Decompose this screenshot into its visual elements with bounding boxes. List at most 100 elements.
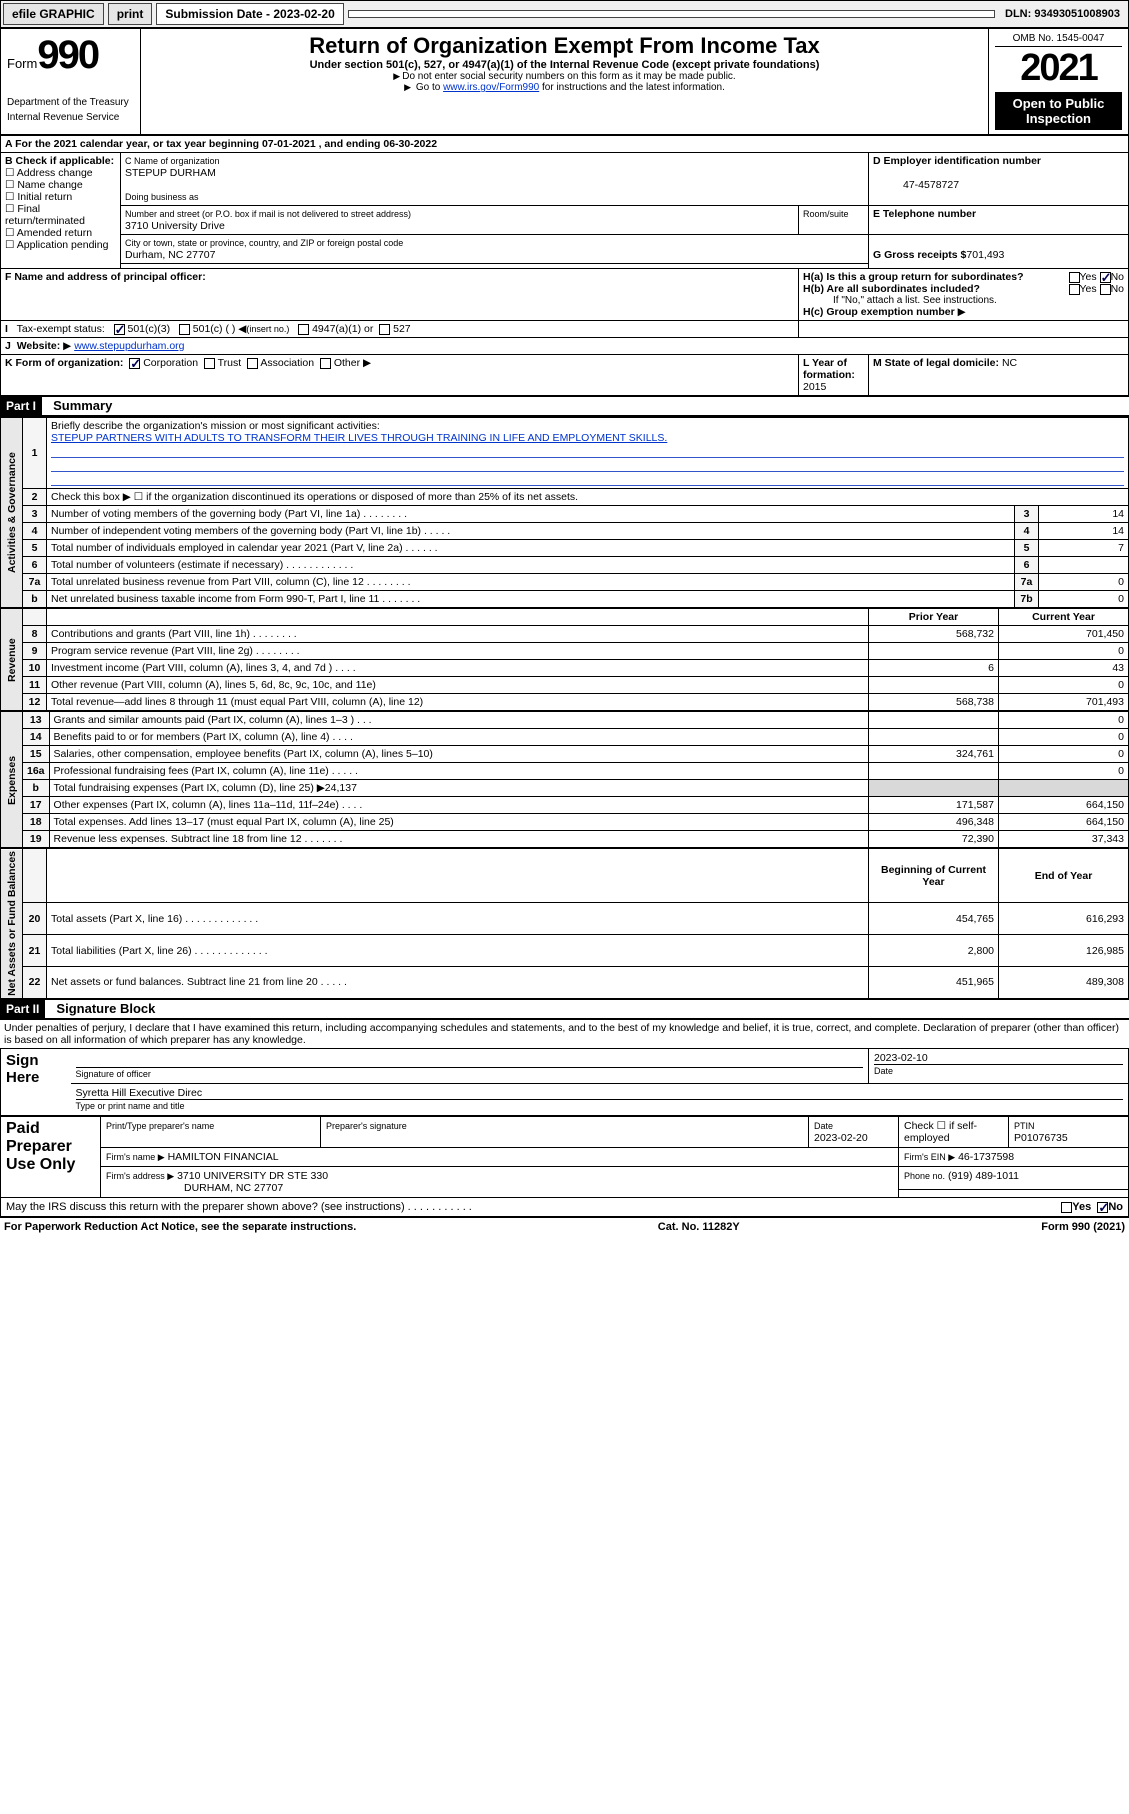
501c3-checkbox[interactable]	[114, 324, 125, 335]
section-a: A For the 2021 calendar year, or tax yea…	[0, 135, 1129, 396]
tax-year: 2021	[995, 47, 1122, 90]
opt-name-change[interactable]: ☐ Name change	[5, 179, 116, 191]
m-state-value: NC	[1002, 357, 1017, 369]
ha-no-checkbox[interactable]	[1100, 272, 1111, 283]
row-19: 19Revenue less expenses. Subtract line 1…	[1, 831, 1129, 848]
form-header: Form990 Department of the Treasury Inter…	[0, 28, 1129, 135]
phone-label: E Telephone number	[873, 208, 976, 220]
paid-preparer-label: Paid Preparer Use Only	[1, 1116, 101, 1197]
527-checkbox[interactable]	[379, 324, 390, 335]
row-9: 9Program service revenue (Part VIII, lin…	[1, 643, 1129, 660]
org-name: STEPUP DURHAM	[125, 167, 216, 179]
k-corp-checkbox[interactable]	[129, 358, 140, 369]
firm-addr-label: Firm's address ▶	[106, 1171, 174, 1181]
vlab-expenses: Expenses	[1, 712, 23, 848]
street-label: Number and street (or P.O. box if mail i…	[125, 209, 411, 219]
k-trust-checkbox[interactable]	[204, 358, 215, 369]
f-officer-label: F Name and address of principal officer:	[5, 271, 206, 283]
4947-checkbox[interactable]	[298, 324, 309, 335]
row-4: 4Number of independent voting members of…	[1, 523, 1129, 540]
firm-addr2: DURHAM, NC 27707	[106, 1182, 283, 1194]
sign-here-label: Sign Here	[1, 1048, 71, 1115]
k-form-org-label: K Form of organization:	[5, 357, 123, 369]
website-label: Website:	[17, 340, 61, 352]
row-18: 18Total expenses. Add lines 13–17 (must …	[1, 814, 1129, 831]
part2-title: Signature Block	[48, 1001, 155, 1016]
note-ssn: Do not enter social security numbers on …	[147, 71, 982, 82]
l-year-label: L Year of formation:	[803, 357, 855, 381]
m-state-label: M State of legal domicile:	[873, 357, 999, 369]
row-14: 14Benefits paid to or for members (Part …	[1, 729, 1129, 746]
ptin-value: P01076735	[1014, 1132, 1068, 1144]
discuss-line: May the IRS discuss this return with the…	[0, 1198, 1129, 1217]
firm-ein-label: Firm's EIN ▶	[904, 1152, 955, 1162]
tax-exempt-label: Tax-exempt status:	[17, 323, 105, 335]
open-inspection: Open to Public Inspection	[995, 92, 1122, 130]
form-subtitle: Under section 501(c), 527, or 4947(a)(1)…	[147, 59, 982, 71]
city-label: City or town, state or province, country…	[125, 238, 403, 248]
prep-date: 2023-02-20	[814, 1132, 868, 1144]
row-7b: bNet unrelated business taxable income f…	[1, 591, 1129, 608]
opt-final-return[interactable]: ☐ Final return/terminated	[5, 203, 116, 227]
opt-amended[interactable]: ☐ Amended return	[5, 227, 116, 239]
hb-note: If "No," attach a list. See instructions…	[803, 295, 1124, 306]
gross-receipts-label: G Gross receipts $	[873, 249, 966, 261]
row-16a: 16aProfessional fundraising fees (Part I…	[1, 763, 1129, 780]
sig-date-label: Date	[874, 1066, 893, 1076]
website-link[interactable]: www.stepupdurham.org	[74, 340, 184, 352]
row-5: 5Total number of individuals employed in…	[1, 540, 1129, 557]
prep-name-label: Print/Type preparer's name	[106, 1121, 214, 1131]
omb-number: OMB No. 1545-0047	[995, 33, 1122, 47]
city-value: Durham, NC 27707	[125, 249, 215, 261]
hb-yes-checkbox[interactable]	[1069, 284, 1080, 295]
dba-label: Doing business as	[125, 192, 199, 202]
k-other-checkbox[interactable]	[320, 358, 331, 369]
l-year-value: 2015	[803, 381, 826, 393]
hb-subordinates: H(b) Are all subordinates included? Yes …	[803, 283, 1124, 295]
hb-no-checkbox[interactable]	[1100, 284, 1111, 295]
mission-text[interactable]: STEPUP PARTNERS WITH ADULTS TO TRANSFORM…	[51, 432, 667, 444]
row-15: 15Salaries, other compensation, employee…	[1, 746, 1129, 763]
l1-label: Briefly describe the organization's miss…	[51, 420, 380, 432]
row-7a: 7aTotal unrelated business revenue from …	[1, 574, 1129, 591]
note-link: Go to www.irs.gov/Form990 for instructio…	[147, 82, 982, 93]
officer-name: Syretta Hill Executive Direc	[76, 1087, 203, 1099]
irs-label: Internal Revenue Service	[7, 112, 119, 123]
ptin-label: PTIN	[1014, 1121, 1035, 1131]
sig-officer-label: Signature of officer	[76, 1069, 151, 1079]
col-current: Current Year	[999, 609, 1129, 626]
ha-group-return: H(a) Is this a group return for subordin…	[803, 271, 1124, 283]
firm-ein: 46-1737598	[958, 1151, 1014, 1163]
part1-netassets: Net Assets or Fund Balances Beginning of…	[0, 848, 1129, 999]
self-employed-check[interactable]: Check ☐ if self-employed	[899, 1116, 1009, 1147]
form-label: Form	[7, 56, 37, 71]
instructions-link[interactable]: www.irs.gov/Form990	[443, 82, 539, 93]
discuss-no-checkbox[interactable]	[1097, 1202, 1108, 1213]
room-label: Room/suite	[803, 209, 849, 219]
firm-phone: (919) 489-1011	[948, 1170, 1019, 1182]
submission-date-field: Submission Date - 2023-02-20	[156, 3, 343, 25]
prep-date-label: Date	[814, 1121, 833, 1131]
efile-button[interactable]: efile GRAPHIC	[3, 3, 104, 25]
footer-right: Form 990 (2021)	[1041, 1221, 1125, 1233]
footer-mid: Cat. No. 11282Y	[658, 1221, 740, 1233]
part2-hdr: Part II	[0, 1000, 45, 1018]
row-3: 3Number of voting members of the governi…	[1, 506, 1129, 523]
opt-address-change[interactable]: ☐ Address change	[5, 167, 116, 179]
part1-hdr: Part I	[0, 397, 42, 415]
ha-yes-checkbox[interactable]	[1069, 272, 1080, 283]
opt-application-pending[interactable]: ☐ Application pending	[5, 239, 116, 251]
row-22: 22Net assets or fund balances. Subtract …	[1, 967, 1129, 999]
top-toolbar: efile GRAPHIC print Submission Date - 20…	[0, 0, 1129, 28]
501c-checkbox[interactable]	[179, 324, 190, 335]
spacer-field	[348, 10, 995, 18]
part1-header-bar: Part I Summary	[0, 396, 1129, 417]
ein-label: D Employer identification number	[873, 155, 1041, 167]
firm-addr1: 3710 UNIVERSITY DR STE 330	[177, 1170, 328, 1182]
print-button[interactable]: print	[108, 3, 153, 25]
k-assoc-checkbox[interactable]	[247, 358, 258, 369]
discuss-yes-checkbox[interactable]	[1061, 1202, 1072, 1213]
opt-initial-return[interactable]: ☐ Initial return	[5, 191, 116, 203]
col-beginning: Beginning of Current Year	[869, 849, 999, 903]
row-11: 11Other revenue (Part VIII, column (A), …	[1, 677, 1129, 694]
